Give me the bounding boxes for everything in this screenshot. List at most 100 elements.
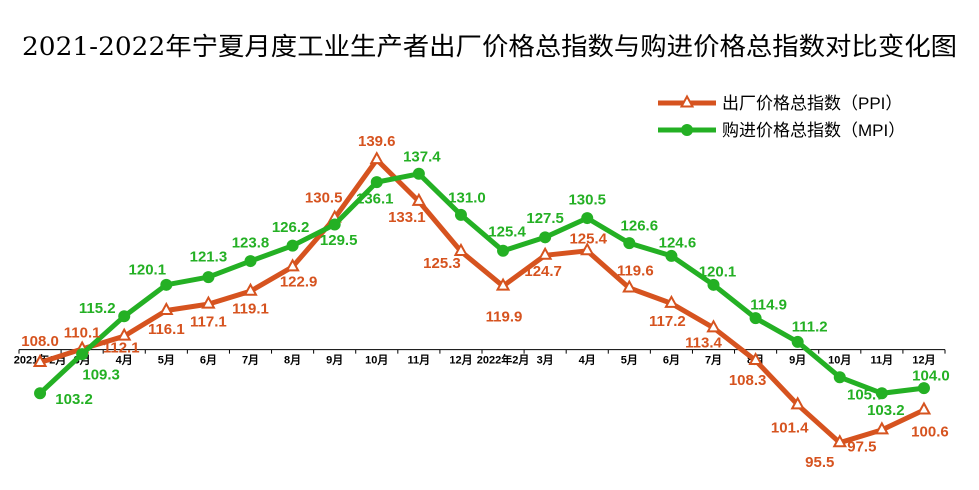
mpi-data-label: 136.1 [356, 191, 394, 208]
ppi-triangle-marker [748, 351, 763, 366]
x-tick-label: 11月 [408, 354, 431, 367]
mpi-circle-marker [581, 212, 594, 225]
series-ppi [32, 151, 932, 448]
legend-item-ppi: 出厂价格总指数（PPI） [658, 94, 902, 113]
ppi-triangle-marker [832, 434, 847, 448]
ppi-data-label: 119.9 [486, 309, 523, 326]
mpi-circle-marker [118, 310, 131, 323]
x-tick-label: 5月 [621, 354, 638, 367]
ppi-data-label: 95.5 [805, 454, 834, 471]
x-tick-label: 6月 [200, 354, 217, 367]
mpi-data-label: 121.3 [190, 249, 228, 266]
mpi-circle-marker [623, 237, 636, 250]
mpi-data-label: 126.2 [272, 219, 310, 236]
mpi-circle-marker [665, 249, 678, 262]
x-tick-label: 6月 [663, 354, 680, 367]
chart-title: 2021-2022年宁夏月度工业生产者出厂价格总指数与购进价格总指数对比变化图 [22, 32, 957, 61]
mpi-data-label: 130.5 [568, 192, 606, 209]
mpi-circle-marker [454, 208, 467, 221]
ppi-data-label: 130.5 [305, 190, 343, 207]
mpi-circle-marker [791, 335, 804, 348]
mpi-data-label: 126.6 [621, 218, 659, 235]
x-tick-label: 12月 [912, 354, 935, 367]
mpi-circle-marker [286, 239, 299, 252]
ppi-data-label: 125.3 [423, 255, 461, 272]
x-tick-label: 11月 [871, 354, 894, 367]
ppi-triangle-marker [201, 295, 216, 309]
mpi-data-label: 125.4 [488, 223, 526, 240]
mpi-data-label: 115.2 [79, 300, 116, 317]
ppi-data-label: 110.1 [64, 324, 101, 341]
legend-triangle-marker-icon [679, 94, 695, 108]
legend: 出厂价格总指数（PPI） 购进价格总指数（MPI） [658, 94, 905, 140]
mpi-data-label: 105.7 [847, 387, 885, 404]
ppi-data-label: 108.3 [729, 372, 767, 389]
x-tick-label: 8月 [284, 354, 301, 367]
x-tick-label: 7月 [705, 354, 722, 367]
mpi-circle-marker [76, 348, 89, 361]
mpi-data-label: 123.8 [232, 235, 270, 252]
ppi-triangle-marker [411, 192, 427, 206]
mpi-data-label: 109.3 [82, 367, 120, 384]
ppi-triangle-marker [916, 401, 932, 415]
ppi-triangle-marker [285, 258, 300, 272]
ppi-triangle-marker [664, 294, 679, 308]
mpi-data-label: 129.5 [320, 232, 358, 249]
plot-area: 2021年2月3月4月5月6月7月8月9月10月11月12月2022年2月3月4… [14, 133, 950, 471]
mpi-circle-marker [917, 382, 930, 395]
ppi-data-label: 117.1 [190, 314, 227, 331]
mpi-circle-marker [202, 271, 215, 284]
mpi-data-label: 127.5 [526, 210, 564, 227]
x-tick-label: 10月 [365, 354, 388, 367]
legend-mpi-label: 购进价格总指数（MPI） [722, 121, 905, 140]
mpi-circle-marker [707, 278, 720, 291]
mpi-circle-marker [328, 218, 341, 231]
ppi-triangle-marker [32, 353, 48, 367]
ppi-triangle-marker [159, 301, 174, 315]
ppi-data-label: 119.1 [232, 301, 269, 318]
x-tick-label: 3月 [537, 354, 554, 367]
mpi-circle-marker [160, 278, 173, 291]
x-tick-label: 9月 [326, 354, 343, 367]
mpi-circle-marker [875, 387, 888, 400]
x-tick-label: 4月 [116, 354, 133, 367]
ppi-line [37, 157, 927, 446]
ppi-data-label: 124.7 [524, 263, 562, 280]
series-mpi [34, 167, 930, 400]
mpi-data-label: 137.4 [403, 148, 441, 165]
x-tick-label: 5月 [158, 354, 175, 367]
mpi-data-label: 104.0 [912, 368, 950, 385]
ppi-triangle-marker [706, 319, 721, 333]
legend-item-mpi: 购进价格总指数（MPI） [658, 121, 905, 140]
ppi-triangle-marker [243, 282, 258, 296]
legend-ppi-label: 出厂价格总指数（PPI） [722, 94, 902, 113]
mpi-circle-marker [412, 167, 425, 180]
ppi-triangle-marker [537, 246, 553, 260]
mpi-data-label: 131.0 [448, 189, 486, 206]
mpi-data-label: 120.1 [129, 261, 167, 278]
ppi-data-label: 100.6 [911, 423, 949, 440]
ppi-data-label: 108.0 [21, 333, 59, 350]
mpi-data-label: 120.1 [699, 263, 737, 280]
mpi-circle-marker [497, 244, 510, 257]
x-tick-label: 2022年2月 [477, 353, 530, 367]
mpi-data-label: 111.2 [792, 318, 828, 335]
mpi-circle-marker [749, 312, 762, 325]
mpi-line [37, 171, 927, 396]
ppi-data-label: 125.4 [569, 230, 607, 247]
ppi-data-label: 122.9 [280, 273, 318, 290]
ppi-data-label: 139.6 [358, 133, 396, 150]
mpi-data-label: 124.6 [659, 234, 697, 251]
ppi-data-label: 101.4 [771, 419, 809, 436]
ppi-triangle-marker [622, 279, 637, 293]
ppi-triangle-marker [117, 327, 132, 341]
mpi-circle-marker [539, 231, 552, 244]
legend-circle-marker-icon [681, 124, 693, 136]
mpi-circle-marker [370, 176, 383, 189]
ppi-triangle-marker [874, 421, 890, 435]
mpi-data-label: 103.2 [867, 402, 905, 419]
ppi-data-label: 119.6 [617, 263, 654, 280]
